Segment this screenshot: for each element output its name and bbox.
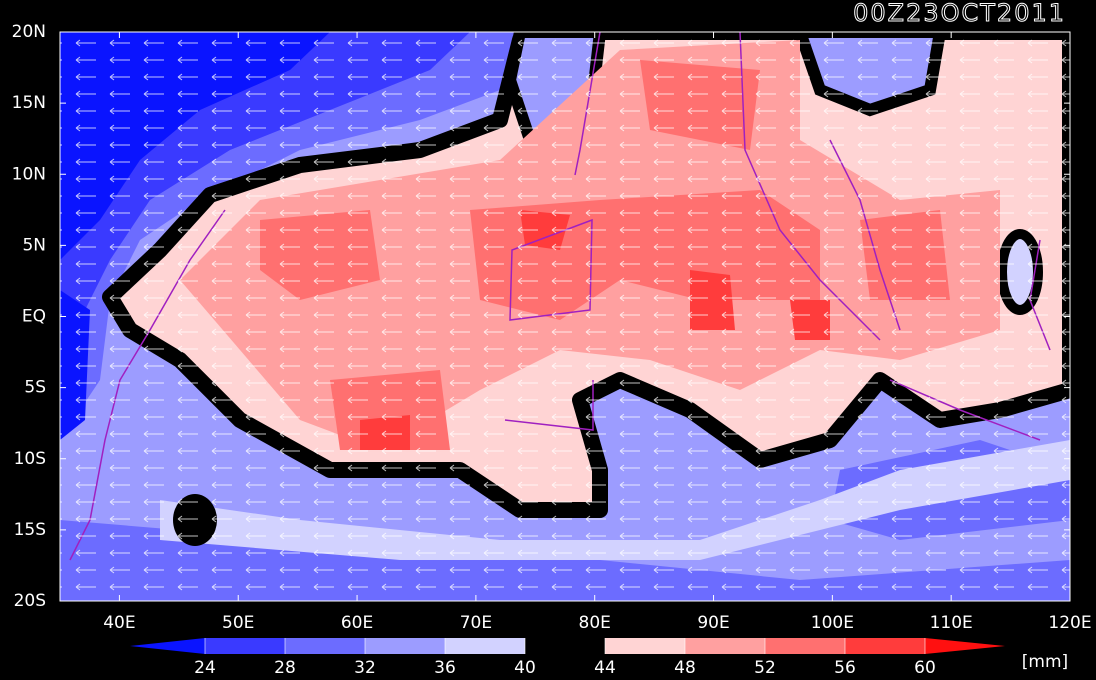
y-tick-label: 20N [12,22,46,42]
colorbar-segment [285,638,365,654]
y-tick-label: 5N [22,235,46,255]
colorbar-label: 56 [834,658,856,678]
field [60,32,1070,601]
x-tick-label: 110E [930,613,973,633]
colorbar-segment [605,638,685,654]
y-tick-label: 10S [14,449,46,469]
x-tick-label: 100E [811,613,854,633]
colorbar-segment [525,638,605,654]
colorbar-arrow [925,638,1005,654]
colorbar-arrow [130,638,205,654]
colorbar-unit: [mm] [1022,652,1068,672]
colorbar-label: 40 [514,658,536,678]
colorbar-segment [845,638,925,654]
colorbar-label: 44 [594,658,616,678]
y-tick-label: 15S [14,520,46,540]
colorbar-label: 60 [914,658,936,678]
colorbar-label: 32 [354,658,376,678]
colorbar-segment [365,638,445,654]
x-tick-label: 50E [222,613,254,633]
y-tick-label: EQ [22,307,46,327]
wind-vectors [60,32,1070,601]
x-tick-label: 80E [579,613,611,633]
x-tick-label: 120E [1048,613,1091,633]
colorbar-segment [205,638,285,654]
colorbar-label: 48 [674,658,696,678]
colorbar-segment [445,638,525,654]
y-tick-label: 10N [12,164,46,184]
colorbar-label: 36 [434,658,456,678]
y-tick-label: 15N [12,93,46,113]
x-tick-label: 60E [341,613,373,633]
x-tick-label: 70E [460,613,492,633]
y-tick-label: 5S [24,378,46,398]
map-title: 00Z23OCT2011 [853,0,1066,27]
colorbar-segment [765,638,845,654]
x-tick-label: 90E [697,613,729,633]
colorbar-label: 28 [274,658,296,678]
x-tick-label: 40E [103,613,135,633]
colorbar-segment [685,638,765,654]
y-tick-label: 20S [14,591,46,611]
colorbar-label: 24 [194,658,216,678]
colorbar-label: 52 [754,658,776,678]
